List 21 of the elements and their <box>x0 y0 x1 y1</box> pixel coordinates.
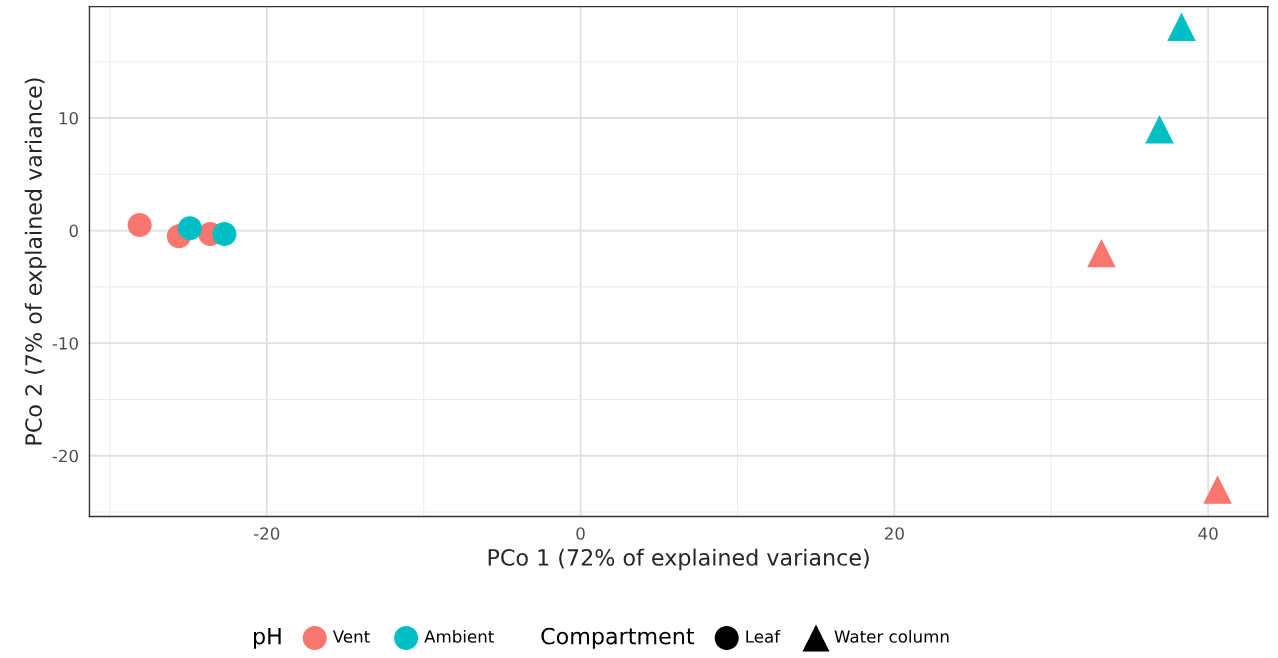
y-tick-label: 10 <box>59 111 78 125</box>
legend-label: Leaf <box>746 629 781 643</box>
legend-label: Water column <box>834 629 949 643</box>
point <box>1167 12 1196 42</box>
x-axis-title: PCo 1 (72% of explained variance) <box>488 548 869 571</box>
point <box>212 221 237 246</box>
text: Compartment <box>541 627 695 649</box>
text: pH <box>254 627 281 649</box>
y-tick-label: -10 <box>52 337 78 350</box>
x-tick-label: 40 <box>1198 527 1218 540</box>
legend-label: Vent <box>332 630 370 643</box>
point <box>1145 115 1174 144</box>
x-tick-label: 20 <box>884 527 904 540</box>
x-tick-label: -20 <box>253 527 280 540</box>
legend-label: Ambient <box>424 629 494 643</box>
y-tick-label: -20 <box>52 449 78 463</box>
y-axis-title: PCo 2 (7% of explained variance) <box>24 78 47 445</box>
y-tick-label: 0 <box>69 224 78 238</box>
x-tick-label: 0 <box>576 527 585 540</box>
point <box>127 212 152 237</box>
point <box>177 216 202 241</box>
